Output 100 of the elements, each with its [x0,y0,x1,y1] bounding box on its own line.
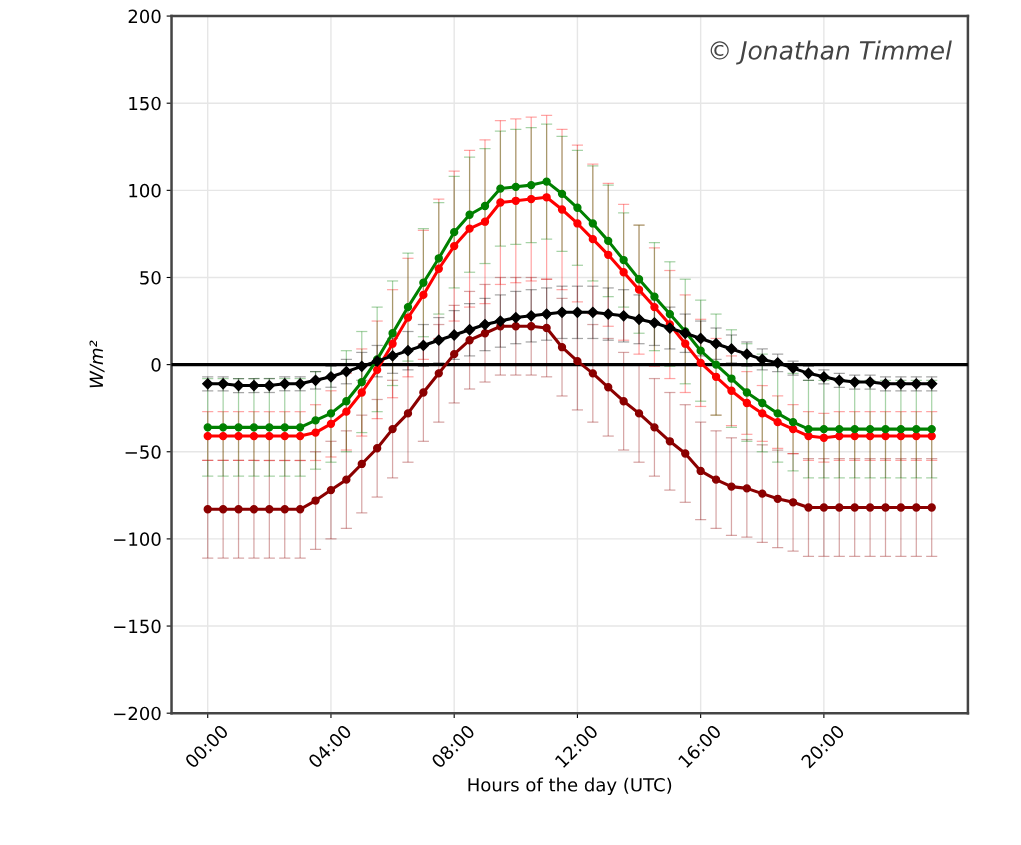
point [927,431,936,441]
point [881,424,890,434]
point [773,494,782,503]
point [835,431,844,441]
point [249,423,259,432]
point [511,322,520,331]
point [218,423,228,432]
point [912,424,921,434]
point [357,377,366,387]
point [417,339,429,352]
point [465,210,474,219]
point [342,397,351,406]
point [588,219,597,228]
point [311,496,320,505]
point [326,419,336,429]
point [727,482,736,491]
point [542,177,551,186]
point [695,332,707,345]
y-tick-label: −200 [114,706,161,721]
point [650,423,659,432]
y-tick-label: 0 [151,358,161,372]
point [696,466,705,476]
point [433,334,445,346]
point [295,431,305,441]
point [772,357,784,369]
point [804,431,813,441]
x-axis-title: Hours of the day (UTC) [468,777,672,796]
point [203,431,212,441]
point [326,409,336,418]
point [388,424,397,434]
point [571,306,584,318]
point [602,308,614,320]
point [280,423,289,432]
point [541,308,553,320]
point [434,369,443,378]
point [865,431,875,441]
point [865,424,875,434]
y-tick-label: 150 [129,96,161,111]
point [527,180,536,190]
point [711,475,721,484]
point [450,349,459,359]
point [650,302,659,312]
point [325,371,337,383]
point [604,250,613,259]
point [434,264,443,273]
point [742,388,752,397]
point [819,433,829,442]
point [604,236,613,246]
point [280,431,289,441]
point [234,423,243,432]
point [896,424,906,434]
point [725,343,738,355]
point [896,431,906,441]
point [650,292,659,301]
point [741,348,753,360]
point [758,398,767,408]
point [573,219,582,228]
point [773,409,782,418]
y-tick-label: −50 [125,445,161,459]
point [295,505,305,514]
point [727,374,736,383]
point [619,255,628,265]
point [450,227,459,237]
point [386,350,399,362]
point [804,503,813,512]
point [388,329,397,338]
point [402,345,414,357]
y-axis-title: W/m² [89,340,105,388]
point [218,431,228,441]
point [356,360,368,372]
point [388,339,397,348]
point [711,372,721,381]
point [835,503,844,512]
point [710,338,722,350]
point [557,205,567,214]
point [419,388,428,397]
point [448,329,460,341]
point [696,346,705,355]
point [340,365,352,378]
point [342,475,351,484]
point [403,302,413,312]
point [773,417,782,427]
point [727,386,736,395]
point [373,365,382,375]
point [634,409,644,418]
point [681,339,690,348]
point [463,324,476,336]
point [573,356,582,366]
point [618,310,630,322]
point [619,397,628,406]
point [265,431,274,441]
point [525,310,537,322]
point [835,424,844,434]
point [419,290,428,300]
point [265,423,274,432]
point [357,459,366,469]
point [557,189,567,198]
point [542,193,551,202]
point [434,254,443,263]
point [819,424,829,434]
